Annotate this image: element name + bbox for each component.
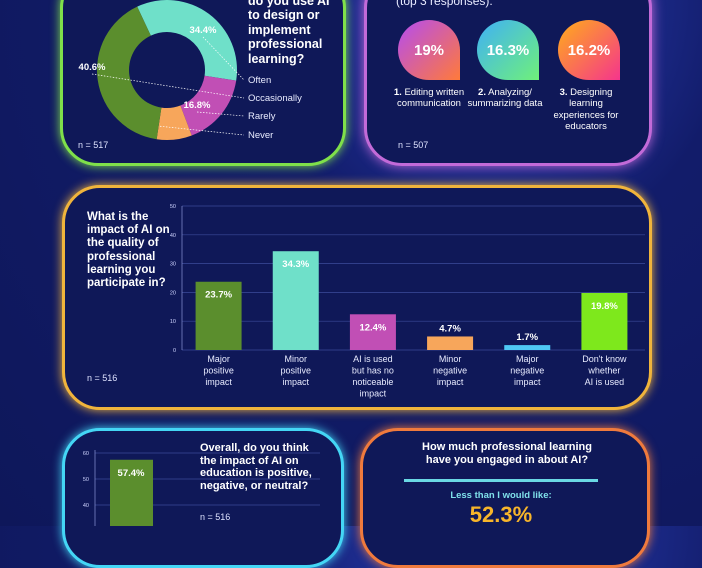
x-tick-label: impact: [282, 377, 309, 387]
top3-label-1: 1. Editing written communication: [384, 87, 474, 110]
label: Designing learning experiences for educa…: [553, 87, 619, 133]
overall-question: Overall, do you think the impact of AI o…: [200, 442, 312, 492]
legend-never: Never: [248, 130, 273, 141]
slice-label: 40.6%: [79, 62, 106, 73]
y-tick-label: 60: [83, 451, 89, 457]
bar: [195, 281, 242, 350]
usage-donut-chart: 34.4%Often16.8%Rarely8.1%Never40.6%Occas…: [79, 0, 302, 141]
x-tick-label: impact: [514, 377, 541, 387]
top3-drop-1: 19%: [398, 20, 460, 80]
x-tick-label: negative: [510, 366, 544, 376]
top3-drop-3: 16.2%: [558, 20, 620, 80]
bar: [504, 345, 551, 350]
x-tick-label: Don't know: [582, 354, 627, 364]
usage-n: n = 517: [78, 140, 109, 150]
bar-value-label: 4.7%: [439, 323, 461, 334]
engaged-value: 52.3%: [469, 502, 533, 527]
x-tick-label: negative: [433, 366, 467, 376]
top3-n: n = 507: [398, 140, 429, 150]
x-tick-label: Minor: [284, 354, 307, 364]
label: Analyzing/ summarizing data: [467, 87, 543, 110]
legend-often: Often: [248, 75, 271, 86]
bar-value-label: 34.3%: [282, 259, 309, 270]
bar: [349, 314, 396, 350]
top3-drop-2: 16.3%: [477, 20, 539, 80]
bar-value-label: 12.4%: [359, 322, 386, 333]
overall-n: n = 516: [200, 512, 231, 522]
bar: [427, 336, 474, 350]
x-tick-label: Minor: [439, 354, 462, 364]
x-tick-label: Major: [207, 354, 230, 364]
x-tick-label: impact: [437, 377, 464, 387]
overall-bar-chart: 40 50 60 57.4%: [83, 450, 320, 526]
leader-line: [147, 124, 245, 136]
y-tick-label: 10: [170, 319, 176, 325]
top3-value: 16.2%: [567, 41, 611, 59]
y-tick-label: 50: [170, 204, 176, 210]
bar-value-label: 19.8%: [591, 301, 618, 312]
y-tick-label: 30: [170, 262, 176, 268]
y-tick-label: 40: [170, 233, 176, 239]
y-tick-label: 20: [170, 290, 176, 296]
top3-value: 19%: [413, 41, 445, 59]
leader-line: [196, 111, 245, 117]
engaged-divider: [404, 479, 598, 482]
x-tick-label: AI is used: [353, 354, 393, 364]
impact-bar-chart: 0102030405023.7%Majorpositiveimpact34.3%…: [170, 204, 645, 399]
donut-slice-occasionally: [96, 6, 162, 140]
x-tick-label: but has no: [352, 366, 394, 376]
rank: 1.: [393, 87, 402, 98]
x-tick-label: noticeable: [352, 377, 393, 387]
x-tick-label: positive: [280, 366, 311, 376]
impact-question: What is the impact of AI on the quality …: [87, 211, 170, 290]
impact-n: n = 516: [87, 373, 118, 383]
engaged-label: Less than I would like:: [450, 490, 552, 501]
bar-value-label: 57.4%: [118, 468, 145, 479]
bar-value-label: 23.7%: [205, 290, 232, 301]
x-tick-label: impact: [360, 389, 387, 399]
slice-label: 34.4%: [190, 25, 217, 36]
top3-heading: (top 3 responses):: [396, 0, 493, 8]
bar: [272, 251, 319, 350]
top3-value: 16.3%: [486, 41, 530, 59]
usage-question: do you use AI to design or implement pro…: [248, 0, 330, 66]
y-tick-label: 0: [173, 348, 176, 354]
rank: 3.: [559, 87, 568, 98]
legend-occasionally: Occasionally: [248, 93, 302, 104]
bar: [110, 459, 153, 526]
slice-label: 16.8%: [184, 100, 211, 111]
y-tick-label: 50: [83, 477, 89, 483]
top3-label-2: 2. Analyzing/ summarizing data: [465, 87, 545, 110]
donut-slice-rarely: [180, 75, 237, 136]
x-tick-label: AI is used: [585, 377, 625, 387]
rank: 2.: [478, 87, 486, 98]
x-tick-label: whether: [587, 366, 620, 376]
donut-slice-never: [156, 105, 192, 141]
x-tick-label: positive: [203, 366, 234, 376]
bar: [581, 292, 628, 350]
label: Editing written communication: [397, 87, 465, 110]
top3-label-3: 3. Designing learning experiences for ed…: [545, 87, 627, 133]
engaged-question: How much professional learning have you …: [422, 441, 592, 466]
x-tick-label: Major: [516, 354, 539, 364]
bar-value-label: 1.7%: [516, 332, 538, 343]
donut-slice-often: [137, 0, 237, 81]
legend-rarely: Rarely: [248, 111, 276, 122]
y-tick-label: 40: [83, 503, 89, 509]
x-tick-label: impact: [205, 377, 232, 387]
impact-card: [62, 185, 652, 410]
leader-line: [202, 36, 245, 81]
